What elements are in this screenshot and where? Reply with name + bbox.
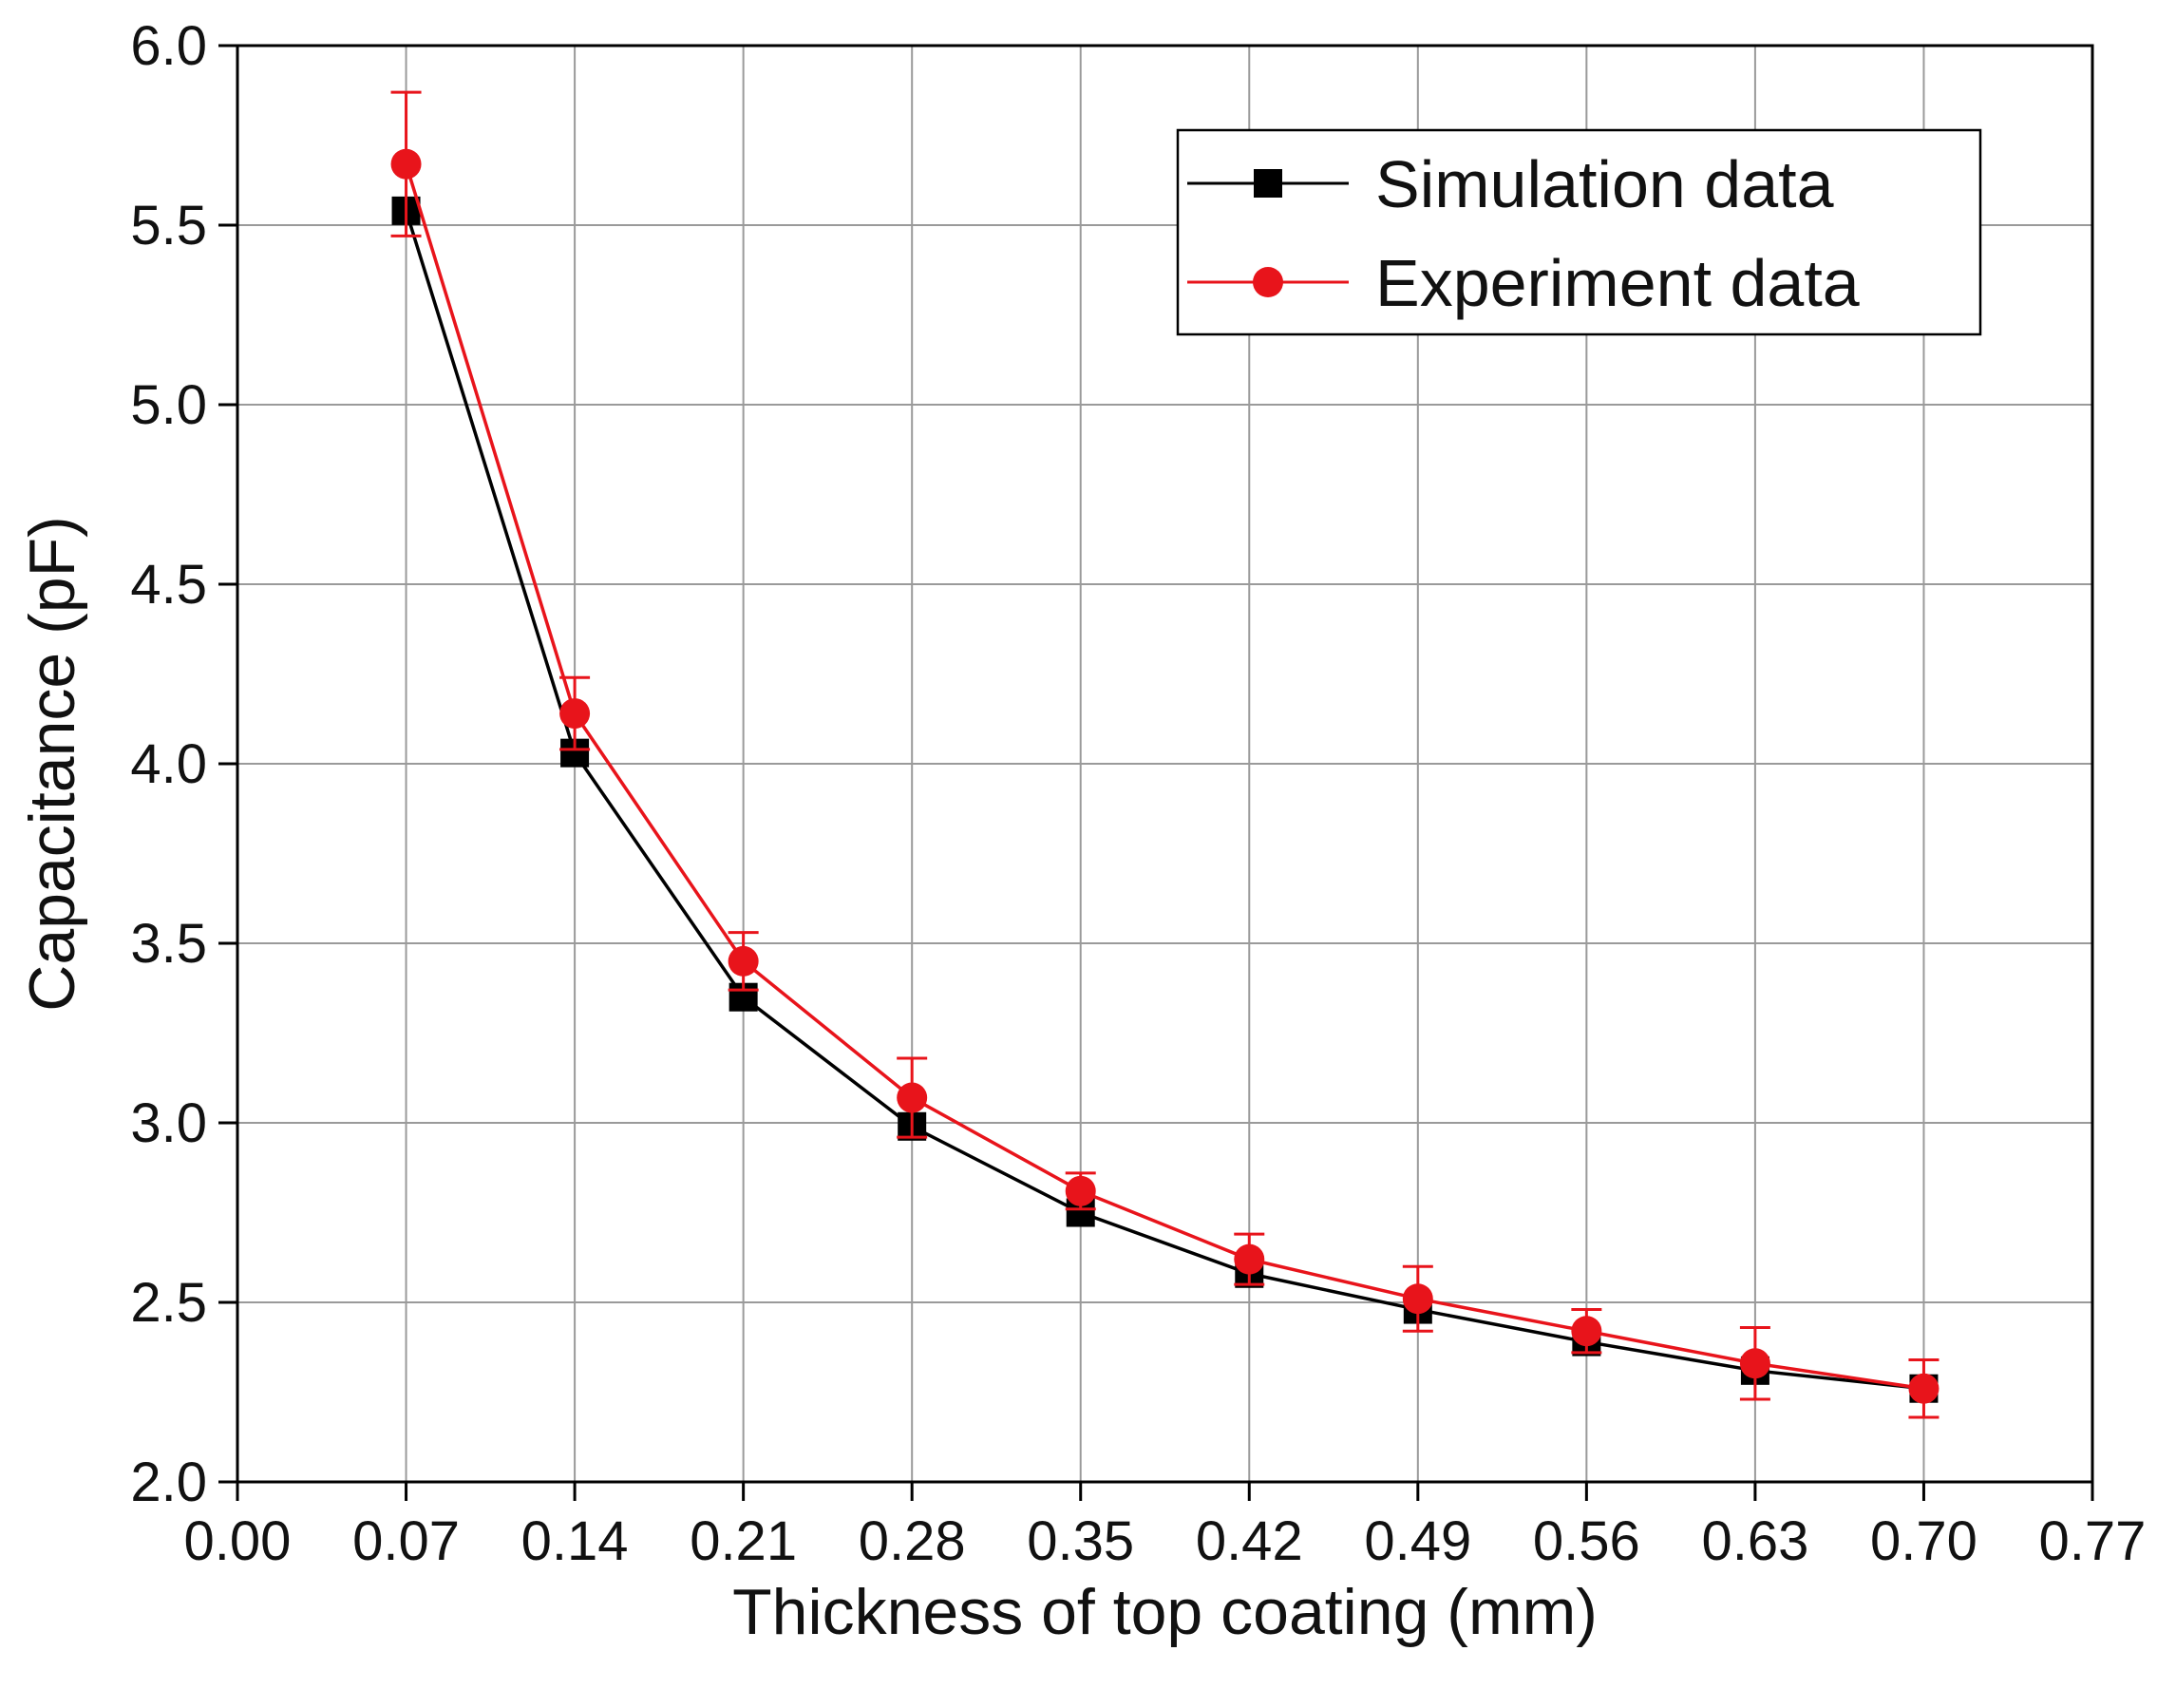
legend-marker-experiment bbox=[1253, 267, 1283, 297]
x-tick-label: 0.28 bbox=[859, 1510, 966, 1572]
legend-marker-simulation bbox=[1254, 169, 1282, 198]
series-line-simulation bbox=[404, 210, 1924, 1391]
data-point-experiment bbox=[1571, 1316, 1602, 1347]
y-tick-label: 2.0 bbox=[130, 1452, 207, 1513]
x-tick-label: 0.35 bbox=[1027, 1510, 1134, 1572]
x-tick-label: 0.77 bbox=[2039, 1510, 2147, 1572]
x-tick-label: 0.42 bbox=[1196, 1510, 1303, 1572]
axis-ticks: 0.00 0.07 0.14 0.21 0.28 0.35 0.42 0.49 0.56 0.63… bbox=[130, 15, 2146, 1572]
y-tick-label: 2.5 bbox=[130, 1272, 207, 1334]
x-tick-label: 0.00 bbox=[184, 1510, 292, 1572]
y-axis-label: Capacitance (pF) bbox=[16, 516, 88, 1012]
series-line-experiment bbox=[404, 163, 1924, 1391]
x-tick-label: 0.14 bbox=[521, 1510, 629, 1572]
series-experiment bbox=[390, 90, 1939, 1419]
data-point-experiment bbox=[897, 1082, 928, 1113]
legend-box bbox=[1176, 128, 1982, 336]
data-point-experiment bbox=[728, 945, 759, 977]
data-point-experiment bbox=[559, 698, 591, 730]
y-tick-label: 3.5 bbox=[130, 913, 207, 975]
x-tick-label: 0.21 bbox=[690, 1510, 797, 1572]
y-tick-label: 4.0 bbox=[130, 733, 207, 795]
y-tick-label: 5.5 bbox=[130, 195, 207, 256]
data-point-experiment bbox=[1908, 1373, 1939, 1404]
data-point-experiment bbox=[1402, 1283, 1433, 1315]
data-point-experiment bbox=[1234, 1243, 1265, 1275]
y-tick-label: 3.0 bbox=[130, 1092, 207, 1154]
data-point-experiment bbox=[1065, 1175, 1096, 1206]
legend-label-experiment: Experiment data bbox=[1375, 246, 1860, 320]
data-point-experiment bbox=[390, 148, 422, 180]
y-tick-label: 4.5 bbox=[130, 554, 207, 616]
legend: Simulation data Experiment data bbox=[1176, 128, 1982, 336]
x-tick-label: 0.49 bbox=[1364, 1510, 1471, 1572]
y-tick-label: 5.0 bbox=[130, 374, 207, 436]
x-tick-label: 0.63 bbox=[1701, 1510, 1808, 1572]
y-tick-label: 6.0 bbox=[130, 15, 207, 77]
x-tick-label: 0.07 bbox=[352, 1510, 460, 1572]
x-tick-label: 0.70 bbox=[1870, 1510, 1977, 1572]
data-point-experiment bbox=[1739, 1348, 1770, 1379]
x-axis-label: Thickness of top coating (mm) bbox=[732, 1576, 1598, 1648]
series-layer bbox=[390, 90, 1939, 1419]
legend-label-simulation: Simulation data bbox=[1375, 147, 1834, 221]
x-tick-label: 0.56 bbox=[1533, 1510, 1640, 1572]
